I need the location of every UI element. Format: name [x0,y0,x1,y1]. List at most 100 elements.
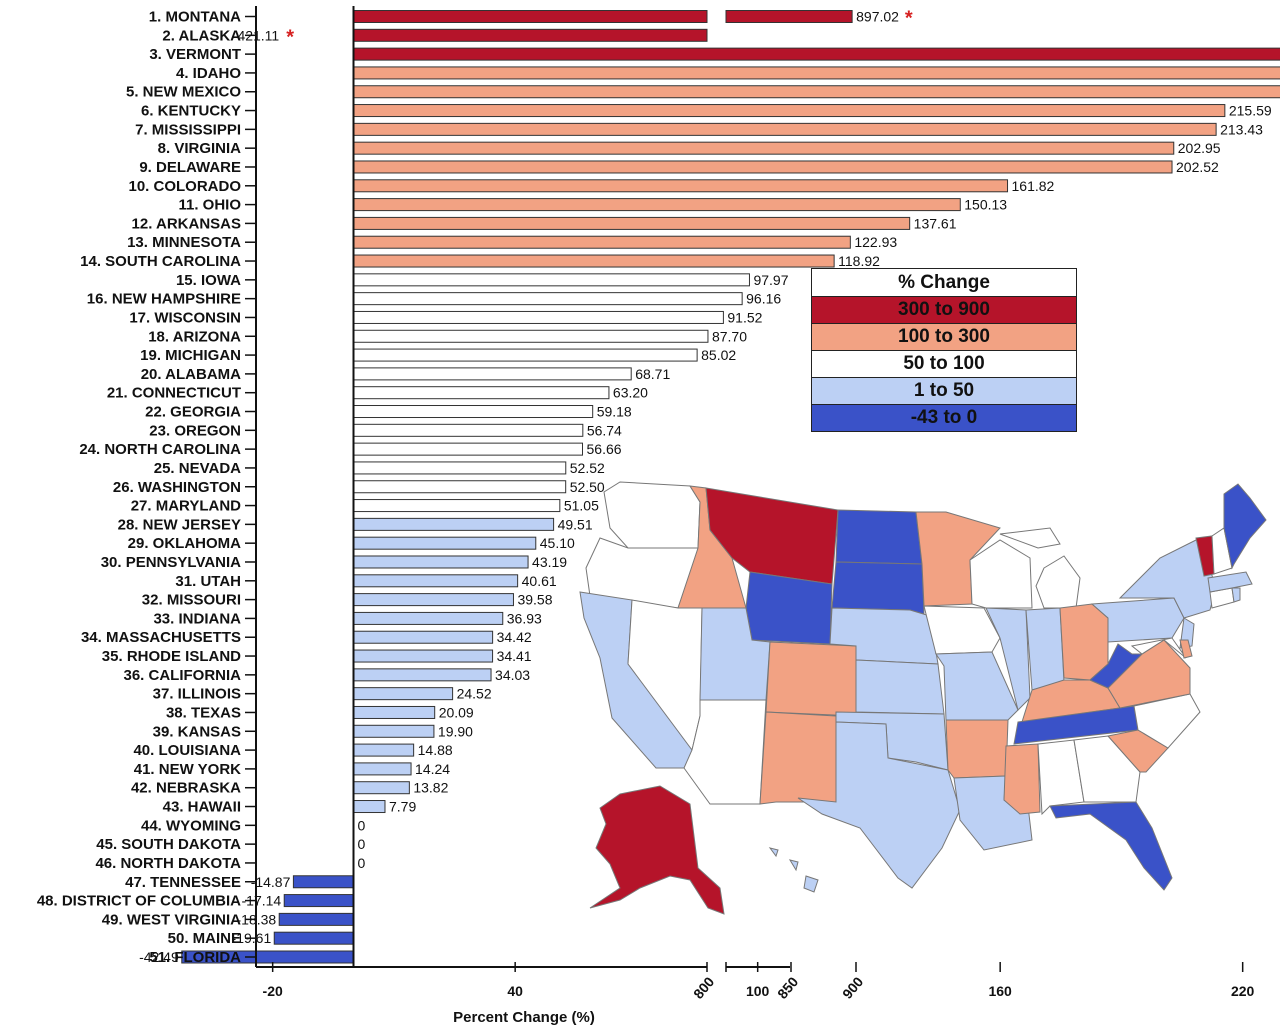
bar [353,611,504,625]
bar [353,705,436,719]
category-label: 2. ALASKA [162,27,241,44]
value-label: 122.93 [854,234,897,250]
bar [353,423,584,437]
map-state-south-carolina [1107,729,1169,773]
x-tick-label: 160 [988,983,1012,999]
category-label: 33. INDIANA [153,610,241,627]
value-label: 52.52 [570,460,605,476]
bar [353,800,386,814]
value-label: 421.11 [237,27,279,43]
bar [353,630,494,644]
map-state-colorado [765,641,857,717]
value-label: 24.52 [457,686,492,702]
map-state-massachusetts [1207,571,1253,593]
legend-title: % Change [812,269,1076,297]
bar [353,104,1226,118]
value-label: 34.42 [497,629,532,645]
category-label: 41. NEW YORK [134,761,241,778]
bar [353,480,567,494]
category-label: 14. SOUTH CAROLINA [80,253,241,270]
value-label: 7.79 [389,799,416,815]
value-label: -17.14 [242,893,282,909]
value-label: 85.02 [701,347,736,363]
category-label: 47. TENNESSEE [125,874,241,891]
legend-item-50-100: 50 to 100 [812,351,1076,378]
value-label: 43.19 [532,554,567,570]
value-label: 897.02 [856,9,899,25]
x-tick-label: -20 [263,983,283,999]
bar [353,536,537,550]
category-label: 1. MONTANA [149,9,241,26]
map-state-kansas [855,659,945,715]
map-state-georgia [1073,735,1141,803]
bar [353,292,743,306]
category-label: 37. ILLINOIS [153,686,241,703]
value-label: 52.50 [570,479,605,495]
value-label: 215.59 [1229,103,1272,119]
map-state-florida [1049,801,1173,891]
category-label: 7. MISSISSIPPI [135,121,241,138]
category-label: 5. NEW MEXICO [126,84,241,101]
value-label: -14.87 [251,874,291,890]
bar [353,141,1175,155]
category-label: 30. PENNSYLVANIA [101,554,241,571]
value-label: 14.88 [418,742,453,758]
value-label: 0 [358,836,366,852]
bar [353,517,555,531]
bar [353,574,519,588]
map-state-mississippi [1003,743,1041,815]
legend: % Change 300 to 900 100 to 300 50 to 100… [811,268,1077,432]
value-label: 45.10 [540,535,575,551]
category-label: 40. LOUISIANA [133,742,241,759]
map-state-maine [1223,483,1267,570]
category-label: 48. DISTRICT OF COLUMBIA [37,893,241,910]
bar [353,216,911,230]
bar [353,122,1217,136]
category-label: 34. MASSACHUSETTS [81,629,241,646]
bar [353,555,529,569]
bar [283,894,354,908]
category-label: 4. IDAHO [176,65,241,82]
bar [353,179,1009,193]
value-label: 34.03 [495,667,530,683]
bar [353,724,435,738]
category-label: 32. MISSOURI [142,592,241,609]
bar [353,348,698,362]
map-state-arkansas [945,719,1009,779]
map-state-west-virginia [1089,643,1144,689]
category-label: 10. COLORADO [128,178,241,195]
category-label: 38. TEXAS [166,704,241,721]
bar [353,386,610,400]
legend-item-neg: -43 to 0 [812,405,1076,431]
map-state-maryland [1130,637,1187,659]
value-label: 161.82 [1012,178,1055,194]
map-state-ohio [1059,603,1109,681]
value-label: 56.66 [587,441,622,457]
category-label: 42. NEBRASKA [131,780,241,797]
category-label: 3. VERMONT [149,46,241,63]
bar [353,28,708,42]
value-label: 202.52 [1176,159,1219,175]
value-label: 20.09 [439,704,474,720]
x-tick-label: 850 [774,973,801,1001]
category-label: 45. SOUTH DAKOTA [96,836,241,853]
map-state-texas [797,721,961,889]
value-label: 40.61 [522,573,557,589]
category-label: 18. ARIZONA [148,328,241,345]
value-label: 59.18 [597,404,632,420]
category-label: 24. NORTH CAROLINA [79,441,241,458]
bar [273,931,354,945]
bar [353,66,1280,80]
legend-item-1-50: 1 to 50 [812,378,1076,405]
value-label: 118.92 [838,253,880,269]
value-label: 19.90 [438,723,473,739]
x-tick-label: 800 [690,973,717,1001]
value-label: 0 [358,855,366,871]
value-label: 87.70 [712,328,747,344]
value-label: 213.43 [1220,121,1263,137]
value-label: 13.82 [413,780,448,796]
us-choropleth-map [579,481,1267,915]
category-label: 39. KANSAS [153,723,241,740]
